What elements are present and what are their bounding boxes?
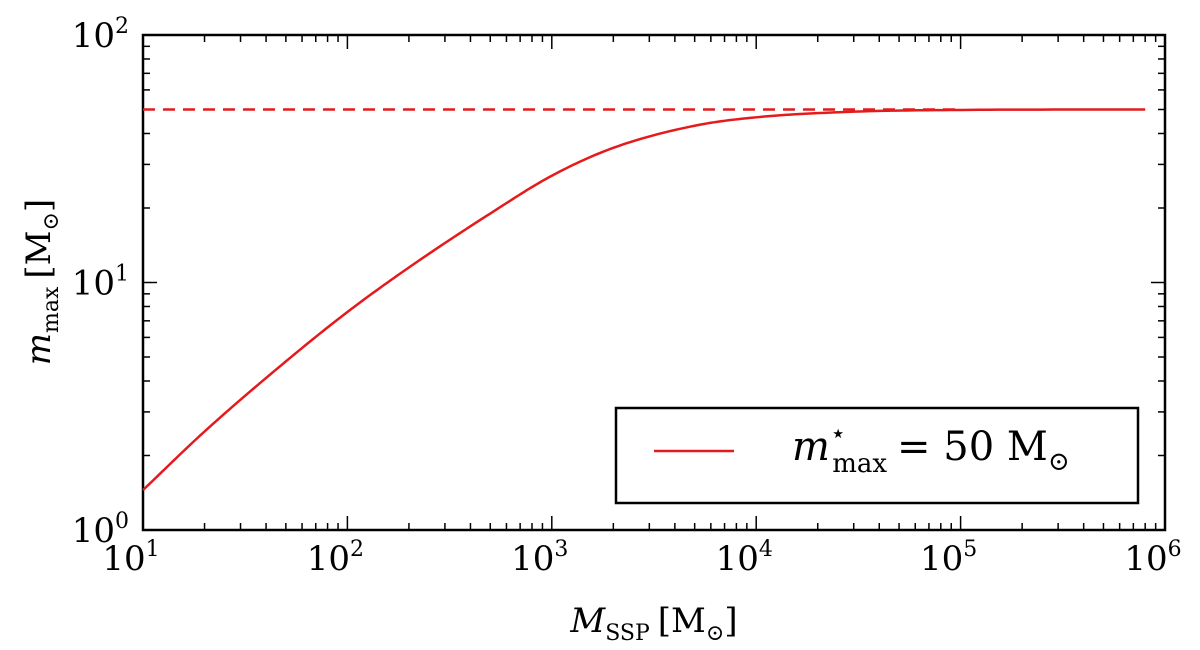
x-tick-label: 102 (307, 537, 364, 579)
x-tick-label: 103 (511, 537, 568, 579)
x-axis-label: MSSP [M⊙] (569, 601, 737, 646)
y-tick-label: 102 (72, 14, 129, 56)
y-axis-label: mmax[M⊙] (19, 199, 64, 365)
legend-box (614, 406, 1140, 505)
x-tick-label: 105 (920, 537, 977, 579)
legend-label: m⋆ max = 50 M⊙ (792, 419, 1070, 479)
x-tick-labels: 101 102 103 104 105 106 (102, 537, 1181, 579)
series-line-mmax (142, 108, 1146, 491)
x-tick-label: 101 (102, 537, 159, 579)
x-tick-label: 106 (1124, 537, 1181, 579)
legend: m⋆ max = 50 M⊙ (614, 406, 1140, 505)
y-tick-label: 100 (72, 509, 129, 551)
x-tick-label: 104 (716, 537, 773, 579)
y-tick-labels: 100 101 102 (72, 14, 129, 551)
y-tick-label: 101 (72, 262, 129, 304)
series-layer (142, 108, 1146, 491)
